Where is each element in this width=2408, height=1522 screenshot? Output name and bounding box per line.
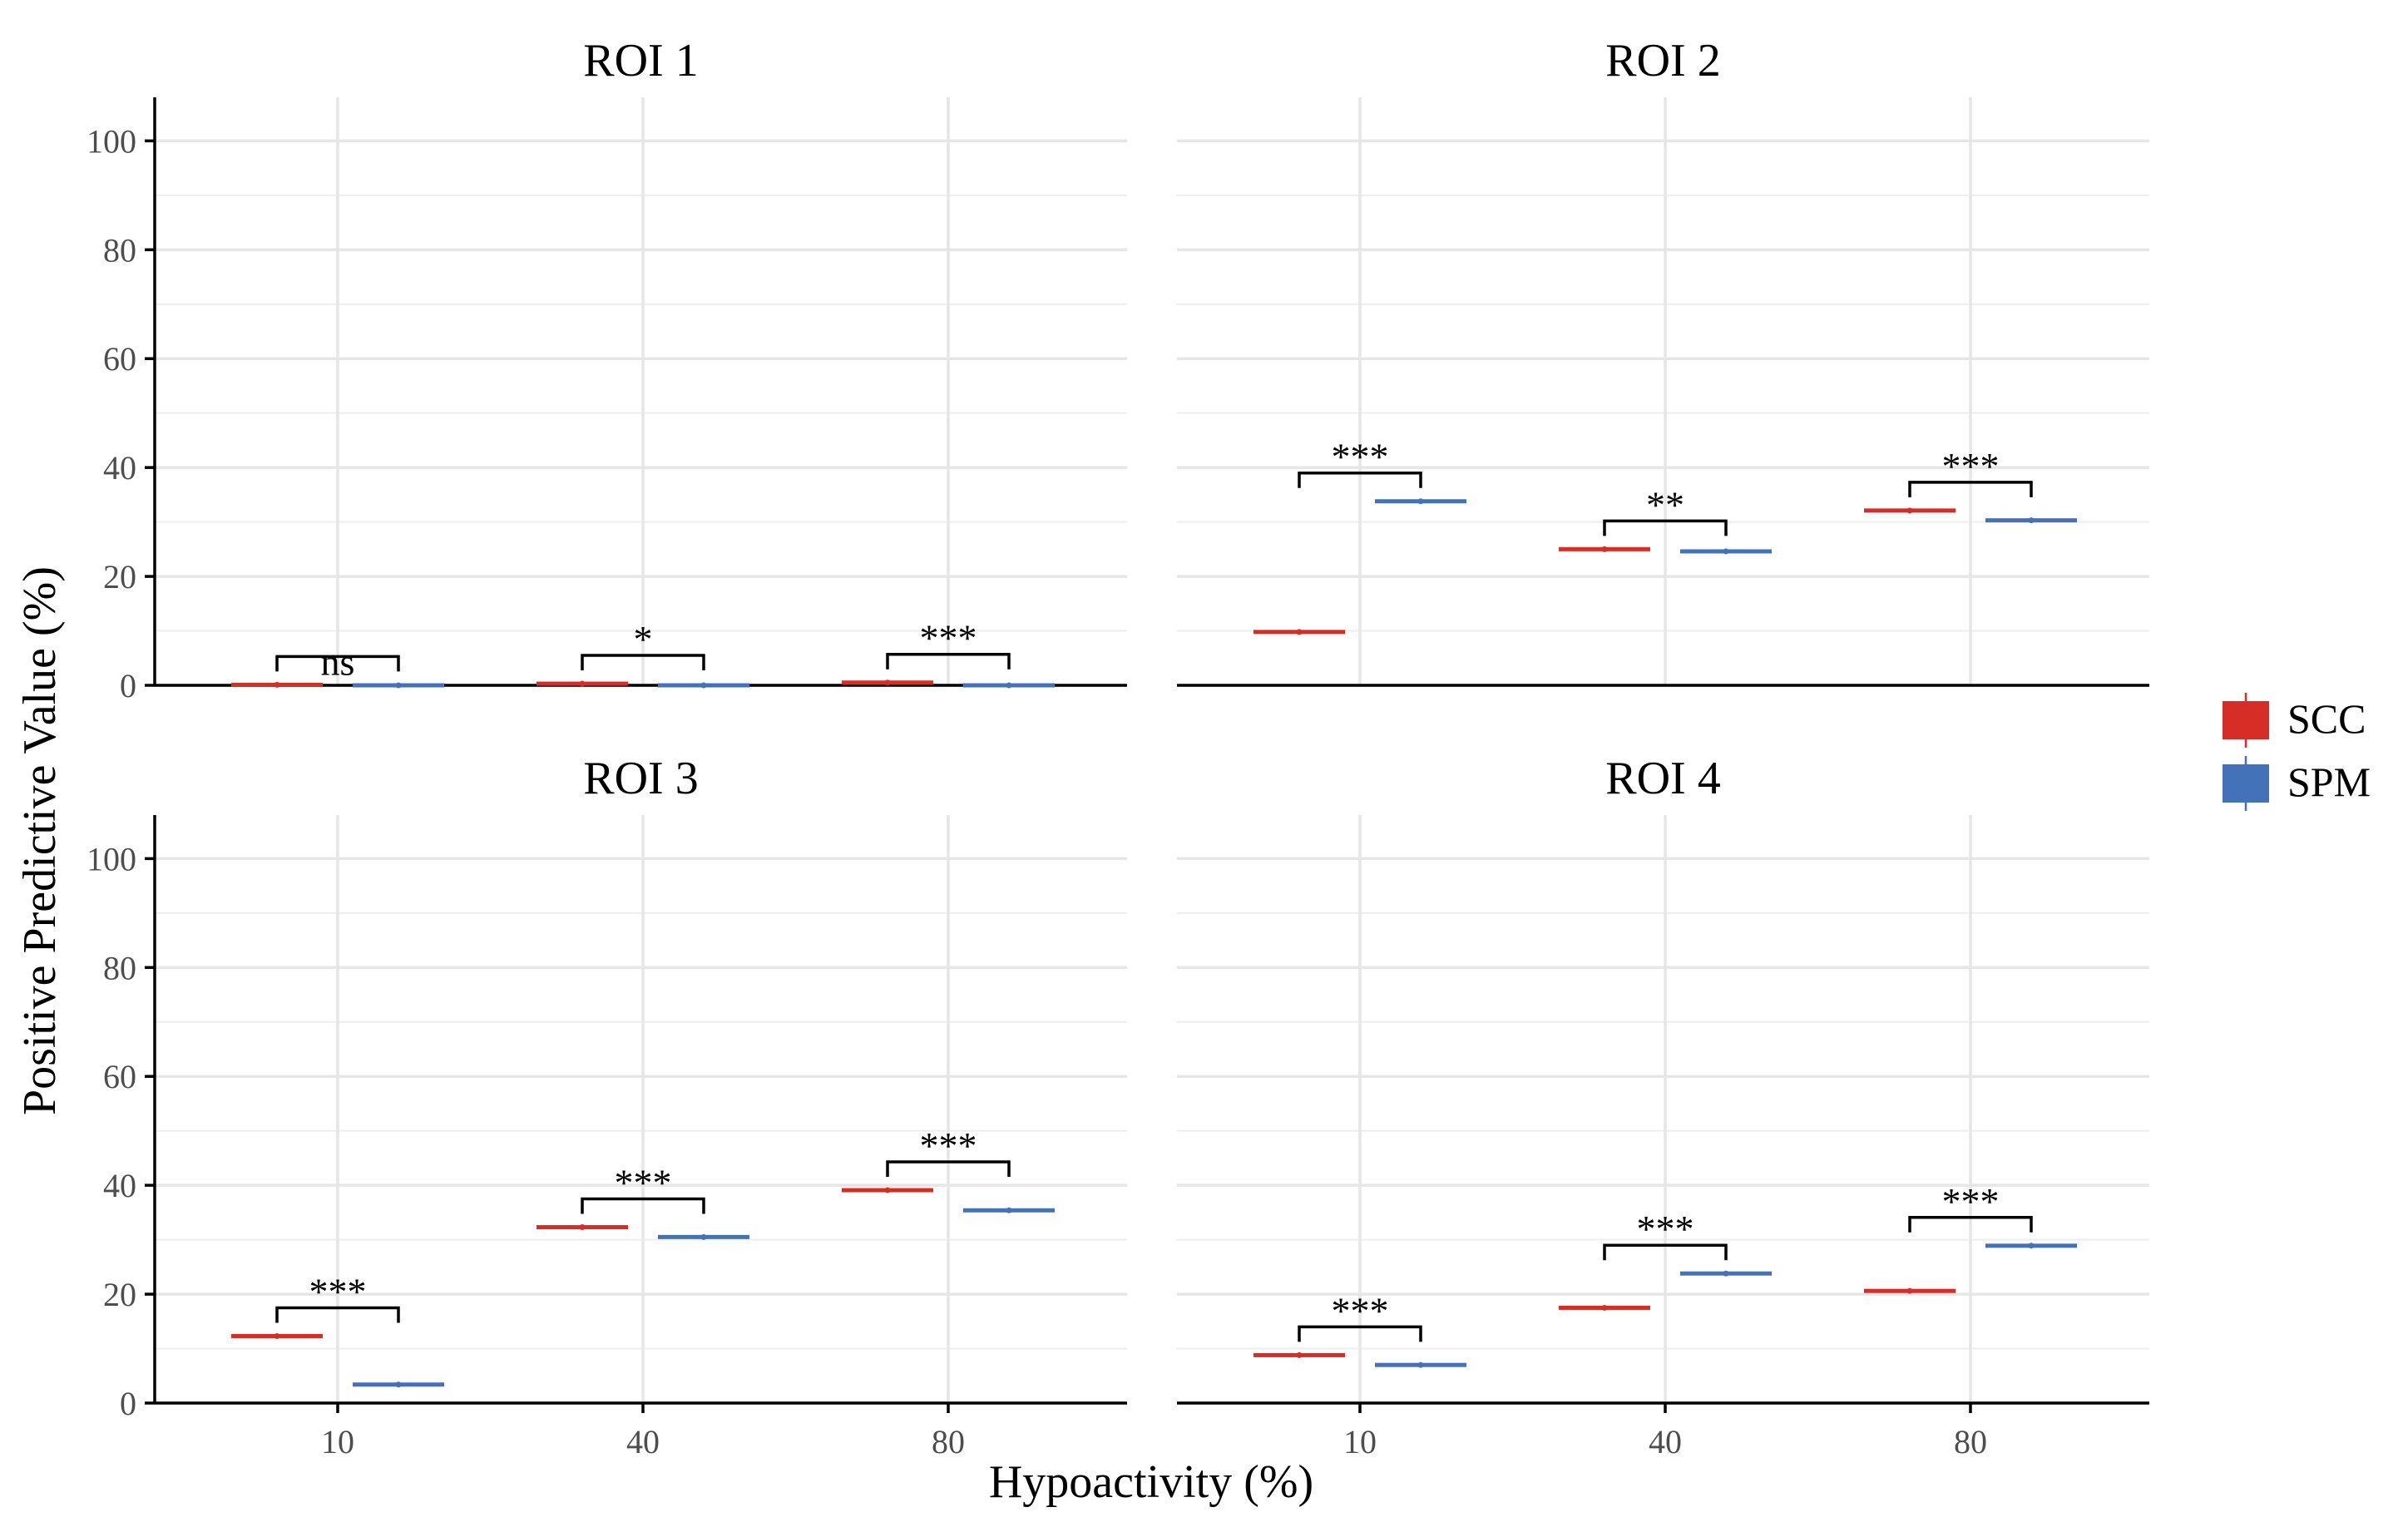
- significance-label: ***: [920, 617, 977, 660]
- panel-3: 0 20 40 60 80 100 10 40 80 ROI 3 *** *** ***: [87, 753, 1127, 1460]
- significance-label: ns: [321, 640, 355, 683]
- significance-label: *: [634, 618, 653, 660]
- significance-bracket: [1908, 1216, 2033, 1233]
- x-tick-label: 40: [1649, 1423, 1682, 1460]
- y-tick-label: 60: [103, 340, 136, 378]
- outlier-point: [1296, 629, 1303, 635]
- outlier-point: [1906, 1287, 1913, 1294]
- x-tick-label: 80: [932, 1423, 965, 1460]
- outlier-point: [1417, 498, 1424, 505]
- significance-bracket: [1603, 1243, 1728, 1261]
- panel-title: ROI 2: [1605, 35, 1720, 86]
- significance-bracket: [275, 1306, 400, 1323]
- outlier-point: [1906, 507, 1913, 514]
- x-tick-label: 10: [1343, 1423, 1377, 1460]
- outlier-point: [884, 679, 891, 686]
- significance-label: ***: [1332, 436, 1389, 478]
- significance-bracket: [581, 654, 705, 671]
- outlier-point: [1006, 682, 1012, 689]
- significance-bracket: [1298, 1325, 1422, 1342]
- outlier-point: [884, 1187, 891, 1193]
- x-tick-label: 80: [1954, 1423, 1987, 1460]
- outlier-point: [700, 1233, 707, 1240]
- y-tick-label: 0: [120, 667, 136, 704]
- x-tick-label: 40: [626, 1423, 660, 1460]
- outlier-point: [579, 1224, 586, 1231]
- significance-label: ***: [615, 1162, 672, 1204]
- outlier-point: [1006, 1207, 1012, 1213]
- y-tick-label: 0: [120, 1385, 136, 1422]
- outlier-point: [1601, 1304, 1608, 1311]
- significance-bracket: [1298, 471, 1422, 488]
- panel-2: ROI 2********: [1177, 35, 2149, 687]
- significance-bracket: [886, 652, 1011, 670]
- significance-bracket: [1908, 481, 2033, 497]
- significance-label: ***: [309, 1270, 367, 1312]
- legend-label-scc: SCC: [2287, 695, 2366, 742]
- significance-bracket: [581, 1197, 705, 1214]
- y-tick-label: 100: [87, 122, 136, 160]
- y-tick-label: 20: [103, 1276, 136, 1313]
- significance-label: ***: [1942, 1180, 2000, 1223]
- x-axis-title: Hypoactivity (%): [989, 1456, 1313, 1508]
- y-tick-label: 80: [103, 949, 136, 986]
- outlier-point: [2028, 517, 2035, 524]
- significance-label: ***: [1942, 445, 2000, 487]
- panel-title: ROI 3: [583, 753, 698, 804]
- significance-bracket: [1603, 519, 1728, 536]
- outlier-point: [2028, 1243, 2035, 1249]
- outlier-point: [579, 680, 586, 687]
- outlier-point: [1723, 548, 1729, 555]
- legend: SCC SPM: [2223, 693, 2371, 811]
- y-tick-label: 80: [103, 231, 136, 269]
- outlier-point: [1601, 546, 1608, 552]
- panel-title: ROI 1: [583, 35, 698, 86]
- significance-label: ***: [1332, 1289, 1389, 1332]
- outlier-point: [1417, 1361, 1424, 1368]
- x-tick-label: 10: [321, 1423, 354, 1460]
- significance-label: **: [1646, 483, 1684, 526]
- y-tick-label: 20: [103, 558, 136, 595]
- outlier-point: [395, 682, 402, 689]
- outlier-point: [395, 1381, 402, 1388]
- outlier-point: [274, 681, 280, 688]
- significance-label: ***: [920, 1124, 977, 1167]
- outlier-point: [1723, 1270, 1729, 1277]
- panel-title: ROI 4: [1605, 753, 1720, 804]
- legend-label-spm: SPM: [2287, 759, 2371, 805]
- y-tick-label: 40: [103, 1167, 136, 1204]
- y-axis-title: Positive Predictive Value (%): [14, 566, 66, 1115]
- outlier-point: [700, 682, 707, 689]
- significance-bracket: [886, 1160, 1011, 1178]
- panel-4: 10 40 80 ROI 4 *** *** ***: [1177, 753, 2149, 1460]
- outlier-point: [274, 1332, 280, 1339]
- significance-bracket: [275, 655, 400, 672]
- outlier-point: [1296, 1352, 1303, 1358]
- y-tick-label: 100: [87, 840, 136, 877]
- y-tick-label: 40: [103, 449, 136, 487]
- significance-label: ***: [1637, 1208, 1694, 1250]
- y-tick-label: 60: [103, 1058, 136, 1095]
